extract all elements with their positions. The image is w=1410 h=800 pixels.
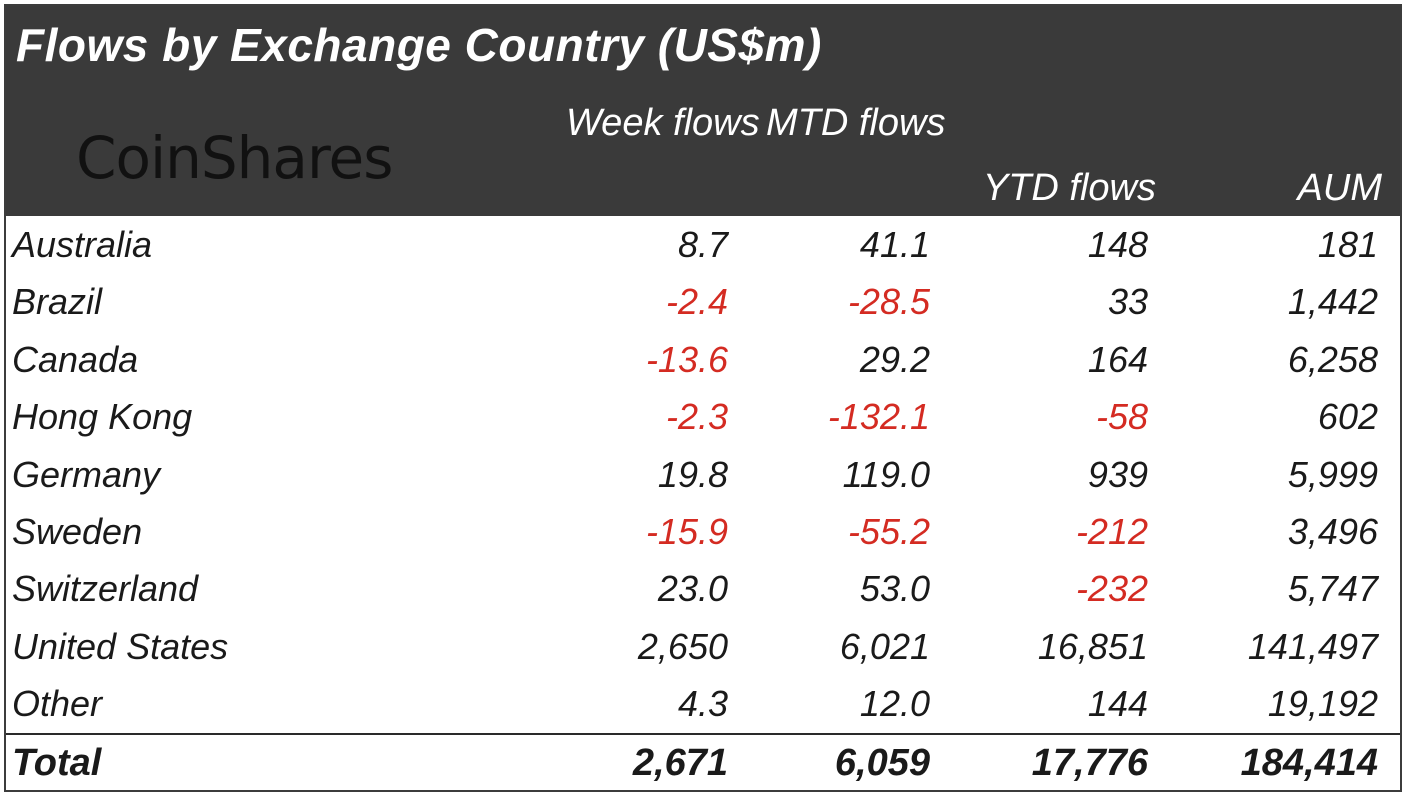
aum-cell: 1,442 — [1287, 281, 1378, 323]
week-cell: -2.4 — [665, 281, 728, 323]
aum-cell: 5,999 — [1287, 453, 1378, 495]
week-cell: -15.9 — [645, 511, 728, 552]
aum-cell: 141,497 — [1247, 625, 1378, 667]
mtd-cell: -55.2 — [847, 511, 930, 552]
country-cell: Sweden — [12, 511, 143, 552]
table-row: United States 2,650 6,021 16,851 141,497 — [6, 618, 1400, 675]
mtd-cell: 119.0 — [842, 453, 930, 495]
country-cell: Australia — [12, 224, 153, 265]
ytd-cell: 148 — [1087, 224, 1148, 265]
week-cell: 23.0 — [657, 568, 728, 610]
ytd-cell: 939 — [1087, 453, 1148, 495]
week-cell: -2.3 — [665, 396, 728, 438]
column-header-mtd: MTD flows — [766, 102, 946, 144]
table-header: Flows by Exchange Country (US$m) CoinSha… — [6, 6, 1400, 216]
mtd-cell: -132.1 — [827, 396, 930, 438]
table-row: Canada -13.6 29.2 164 6,258 — [6, 331, 1400, 388]
aum-cell: 6,258 — [1287, 338, 1378, 380]
mtd-cell: 12.0 — [859, 683, 930, 725]
week-cell: 19.8 — [657, 453, 728, 495]
ytd-cell: 144 — [1087, 683, 1148, 725]
total-aum: 184,414 — [1240, 742, 1378, 784]
total-row: Total 2,671 6,059 17,776 184,414 — [6, 735, 1400, 792]
total-mtd: 6,059 — [834, 742, 930, 784]
total-week: 2,671 — [632, 742, 728, 784]
country-cell: Hong Kong — [12, 396, 193, 438]
mtd-cell: 41.1 — [859, 224, 930, 265]
country-cell: Switzerland — [12, 568, 199, 610]
mtd-cell: -28.5 — [847, 281, 930, 323]
week-cell: 2,650 — [637, 625, 728, 667]
total-label: Total — [12, 742, 102, 784]
aum-cell: 19,192 — [1267, 683, 1378, 725]
country-cell: Germany — [12, 453, 161, 495]
country-cell: United States — [12, 625, 229, 667]
table-row: Other 4.3 12.0 144 19,192 — [6, 675, 1400, 732]
column-header-aum: AUM — [1297, 167, 1382, 209]
mtd-cell: 29.2 — [859, 338, 930, 380]
week-cell: 8.7 — [677, 224, 728, 265]
country-cell: Other — [12, 683, 103, 725]
ytd-cell: -232 — [1075, 568, 1148, 610]
total-ytd: 17,776 — [1031, 742, 1148, 784]
aum-cell: 5,747 — [1287, 568, 1378, 610]
ytd-cell: 16,851 — [1037, 625, 1148, 667]
table-row: Sweden -15.9 -55.2 -212 3,496 — [6, 503, 1400, 560]
ytd-cell: -58 — [1095, 396, 1148, 438]
aum-cell: 181 — [1317, 224, 1378, 265]
mtd-cell: 6,021 — [839, 625, 930, 667]
country-cell: Brazil — [12, 281, 103, 323]
mtd-cell: 53.0 — [859, 568, 930, 610]
total-divider — [6, 733, 1400, 735]
aum-cell: 602 — [1317, 396, 1378, 438]
country-cell: Canada — [12, 338, 139, 380]
table-row: Australia 8.7 41.1 148 181 — [6, 216, 1400, 273]
week-cell: -13.6 — [645, 338, 728, 380]
ytd-cell: -212 — [1075, 511, 1148, 552]
ytd-cell: 33 — [1107, 281, 1148, 323]
table-title: Flows by Exchange Country (US$m) — [16, 19, 822, 71]
column-header-ytd: YTD flows — [982, 167, 1156, 209]
aum-cell: 3,496 — [1287, 511, 1378, 552]
week-cell: 4.3 — [677, 683, 728, 725]
column-header-week: Week flows — [566, 102, 760, 144]
coinshares-logo: CoinShares — [76, 124, 393, 192]
table-row: Germany 19.8 119.0 939 5,999 — [6, 446, 1400, 503]
table-row: Brazil -2.4 -28.5 33 1,442 — [6, 273, 1400, 330]
table-row: Hong Kong -2.3 -132.1 -58 602 — [6, 388, 1400, 445]
table-row: Switzerland 23.0 53.0 -232 5,747 — [6, 560, 1400, 617]
flows-table: Flows by Exchange Country (US$m) CoinSha… — [4, 4, 1402, 792]
ytd-cell: 164 — [1087, 338, 1148, 380]
